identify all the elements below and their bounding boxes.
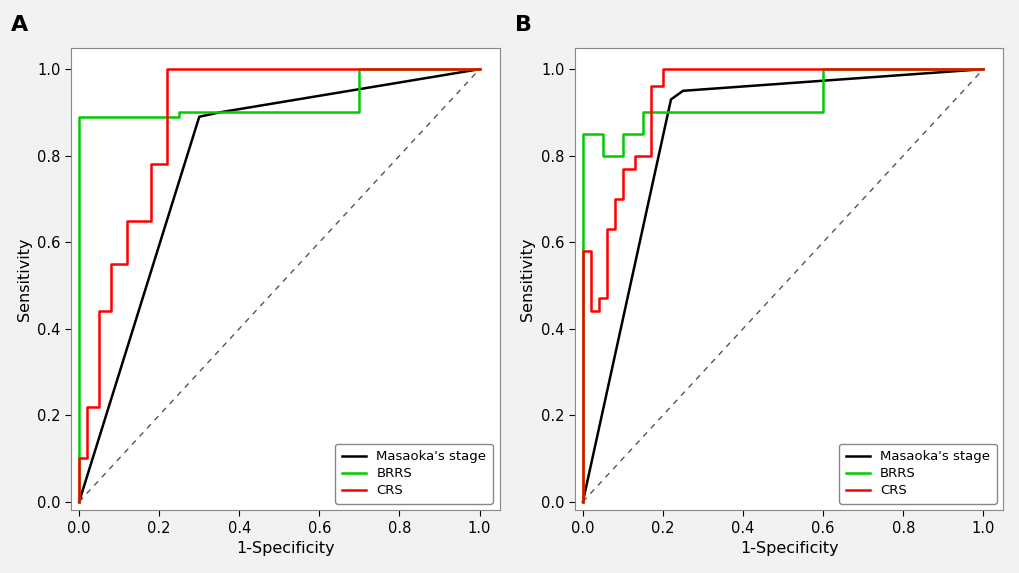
Legend: Masaoka's stage, BRRS, CRS: Masaoka's stage, BRRS, CRS bbox=[839, 444, 996, 504]
X-axis label: 1-Specificity: 1-Specificity bbox=[235, 541, 334, 556]
Legend: Masaoka's stage, BRRS, CRS: Masaoka's stage, BRRS, CRS bbox=[335, 444, 492, 504]
Y-axis label: Sensitivity: Sensitivity bbox=[520, 237, 535, 321]
X-axis label: 1-Specificity: 1-Specificity bbox=[739, 541, 838, 556]
Y-axis label: Sensitivity: Sensitivity bbox=[16, 237, 32, 321]
Text: A: A bbox=[11, 15, 29, 35]
Text: B: B bbox=[515, 15, 531, 35]
